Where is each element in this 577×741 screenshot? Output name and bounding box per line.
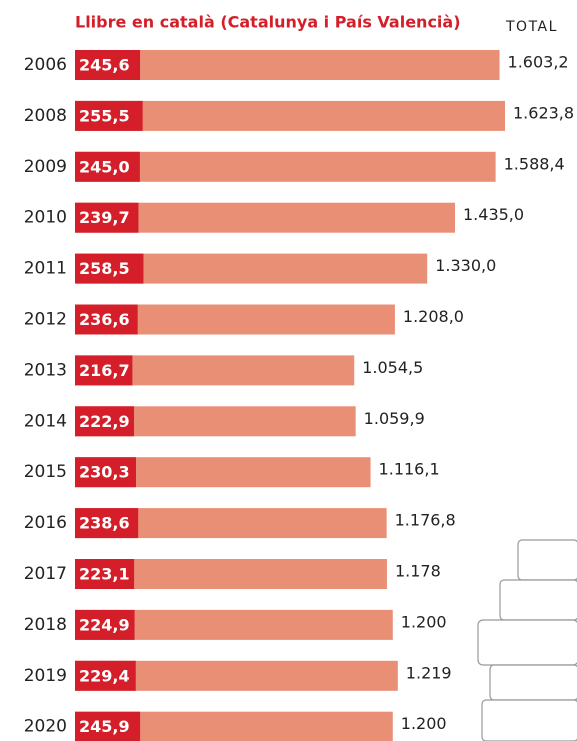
value-label: 216,7 xyxy=(79,361,130,380)
value-label: 1.200 xyxy=(401,612,447,631)
value-label: 1.059,9 xyxy=(364,409,425,428)
value-label: 1.176,8 xyxy=(395,511,456,530)
y-tick-label: 2018 xyxy=(24,615,67,635)
y-tick-label: 2006 xyxy=(24,55,67,75)
value-label: 223,1 xyxy=(79,565,130,584)
value-label: 230,3 xyxy=(79,463,130,482)
y-tick-label: 2019 xyxy=(24,666,67,686)
y-tick-label: 2014 xyxy=(24,411,67,431)
value-label: 1.054,5 xyxy=(362,358,423,377)
value-label: 222,9 xyxy=(79,412,130,431)
y-tick-label: 2011 xyxy=(24,259,67,279)
y-tick-label: 2020 xyxy=(24,717,67,737)
value-label: 245,6 xyxy=(79,56,130,75)
value-label: 1.219 xyxy=(406,663,452,682)
y-tick-label: 2016 xyxy=(24,513,67,533)
value-label: 1.116,1 xyxy=(379,460,440,479)
legend-label: TOTAL xyxy=(505,19,558,35)
value-label: 255,5 xyxy=(79,106,130,125)
value-label: 258,5 xyxy=(79,259,130,278)
value-label: 1.330,0 xyxy=(435,256,496,275)
y-tick-label: 2017 xyxy=(24,564,67,584)
value-label: 236,6 xyxy=(79,310,130,329)
value-label: 224,9 xyxy=(79,615,130,634)
y-tick-label: 2013 xyxy=(24,360,67,380)
y-tick-label: 2012 xyxy=(24,310,67,330)
value-label: 1.435,0 xyxy=(463,205,524,224)
value-label: 1.200 xyxy=(401,714,447,733)
books-illustration xyxy=(478,540,577,741)
value-label: 1.623,8 xyxy=(513,103,574,122)
value-label: 245,9 xyxy=(79,717,130,736)
value-label: 1.588,4 xyxy=(504,154,565,173)
y-tick-label: 2008 xyxy=(24,106,67,126)
value-label: 245,0 xyxy=(79,157,130,176)
legend-label: Llibre en català (Catalunya i País Valen… xyxy=(75,13,461,32)
value-label: 1.603,2 xyxy=(508,53,569,72)
value-label: 239,7 xyxy=(79,208,130,227)
value-label: 1.178 xyxy=(395,562,441,581)
chart: Llibre en català (Catalunya i País Valen… xyxy=(0,0,577,741)
y-tick-label: 2010 xyxy=(24,208,67,228)
value-label: 1.208,0 xyxy=(403,307,464,326)
y-tick-label: 2015 xyxy=(24,462,67,482)
y-tick-label: 2009 xyxy=(24,157,67,177)
value-label: 229,4 xyxy=(79,666,130,685)
value-label: 238,6 xyxy=(79,514,130,533)
